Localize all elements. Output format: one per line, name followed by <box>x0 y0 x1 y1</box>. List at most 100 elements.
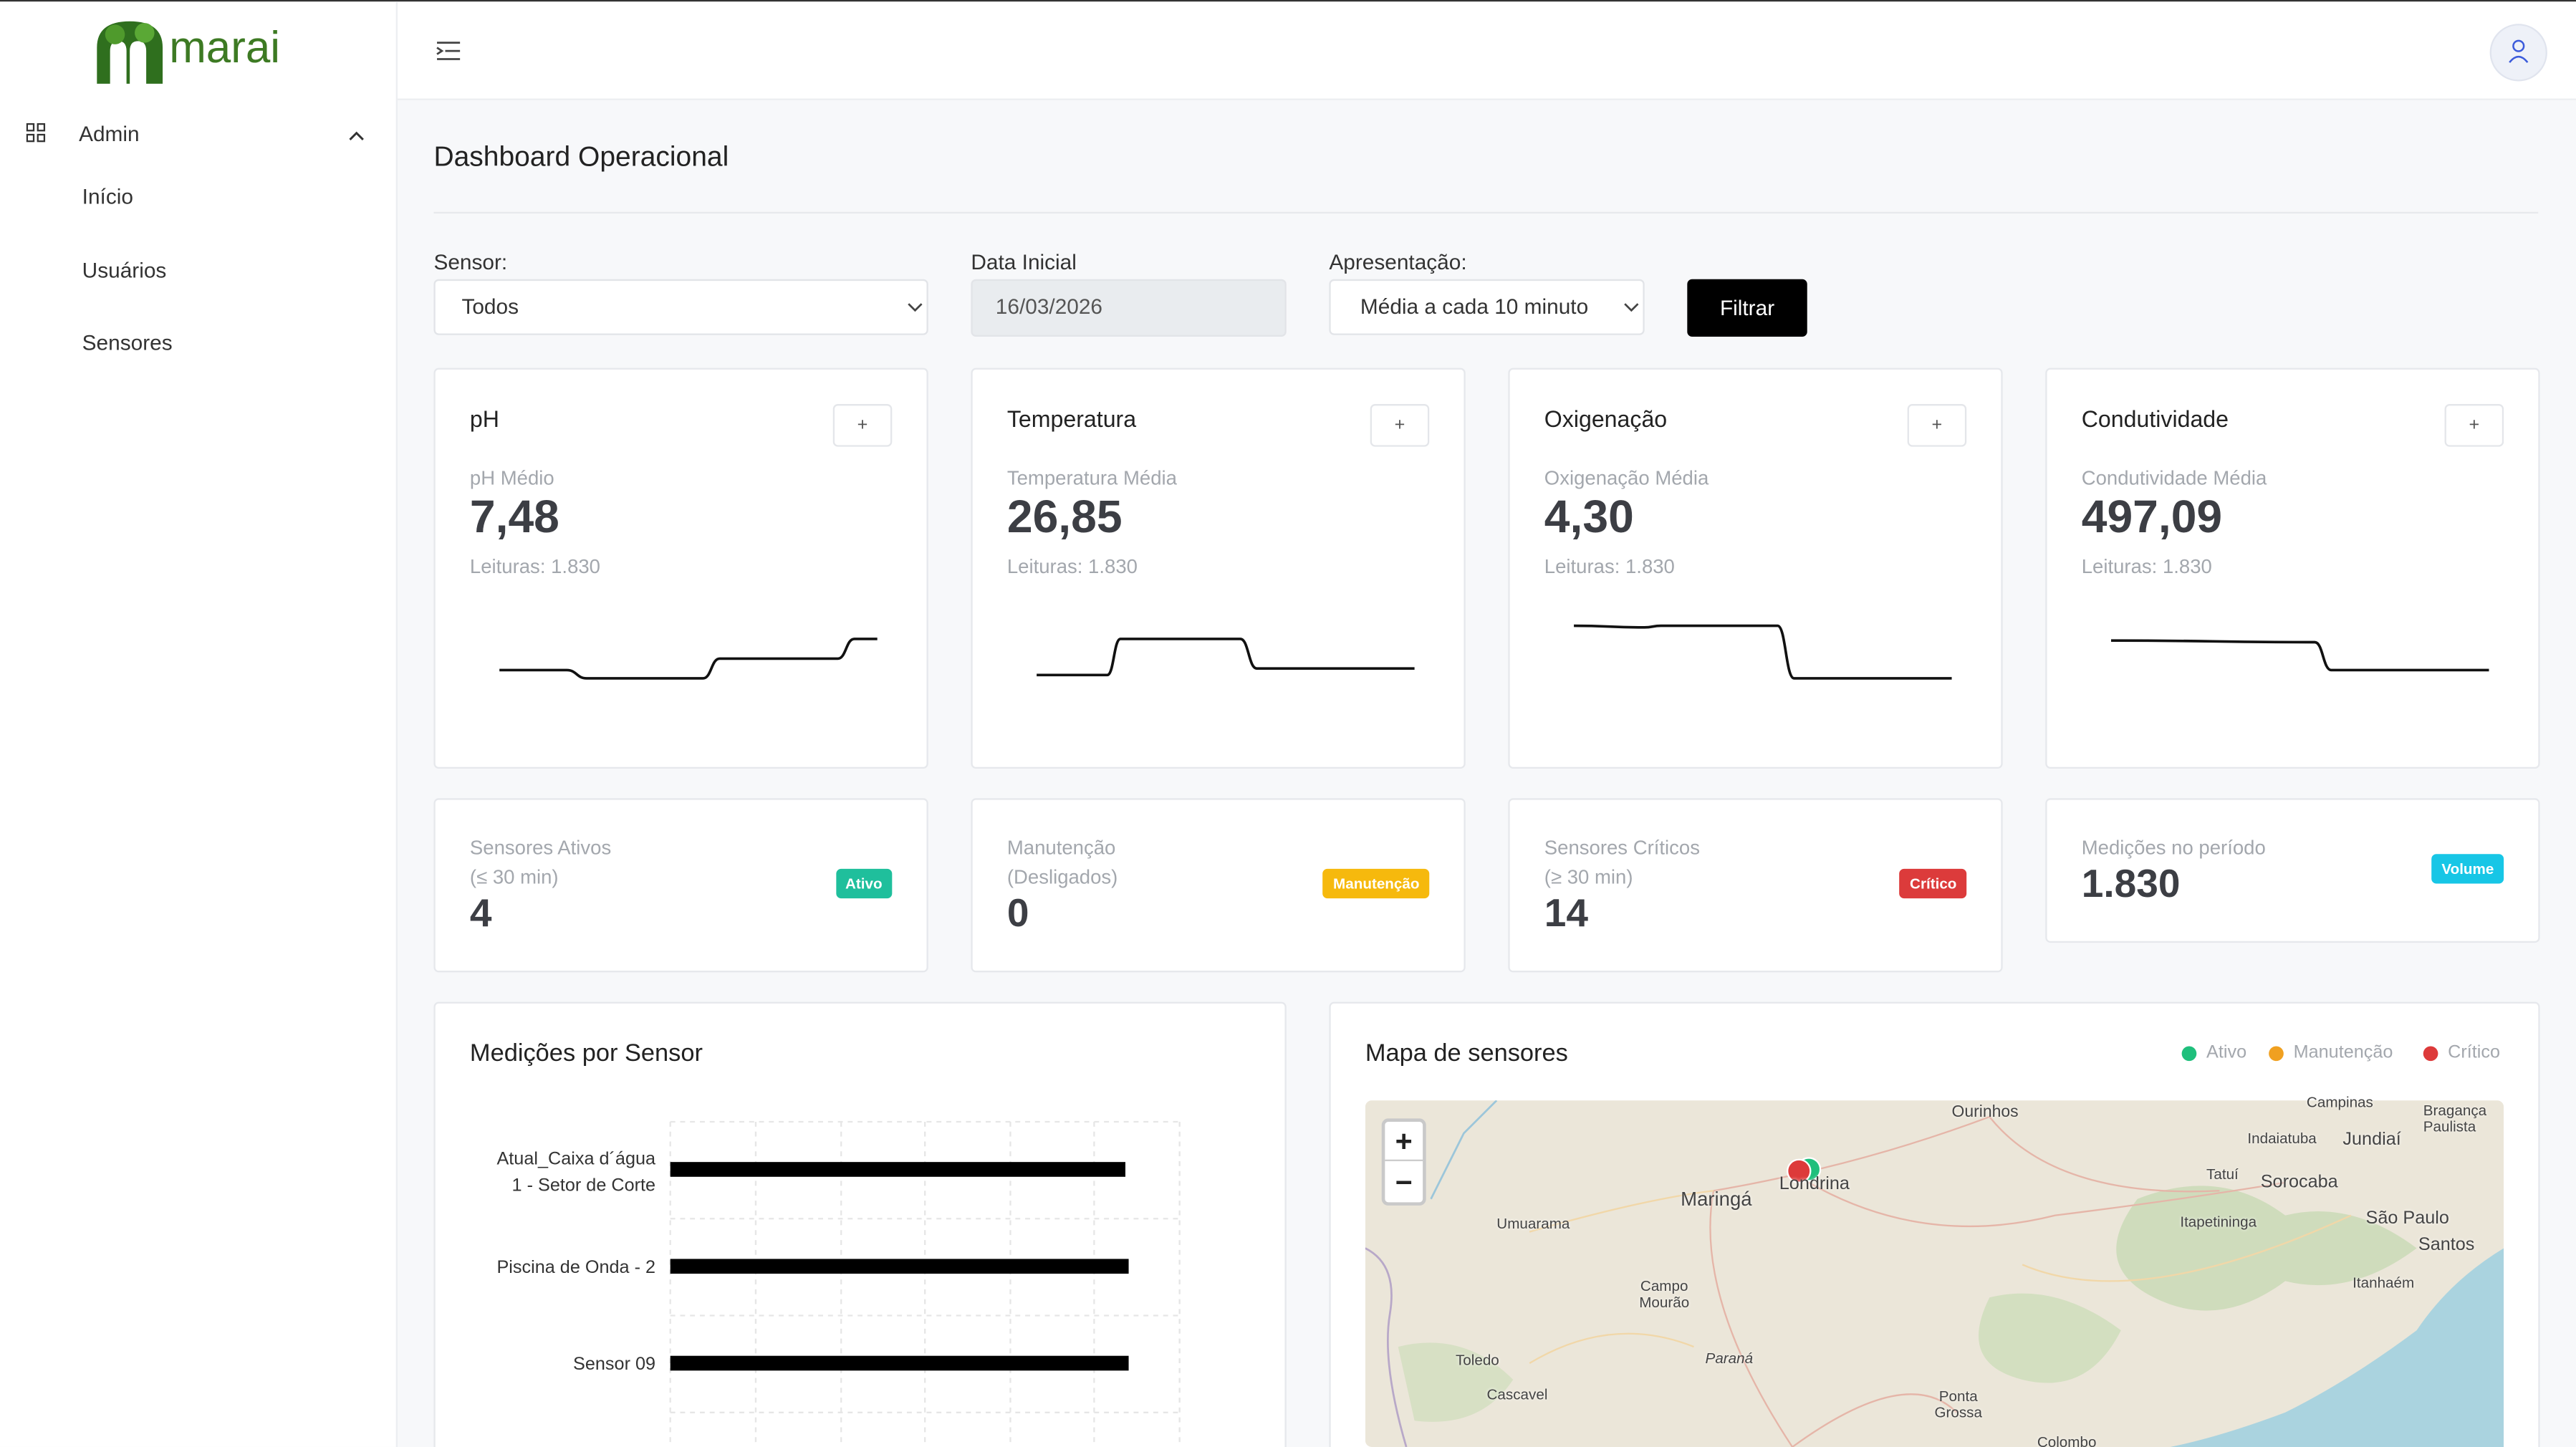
zoom-out[interactable]: − <box>1395 1165 1413 1199</box>
sensor-marker <box>1787 1158 1812 1183</box>
menu-item[interactable]: Início <box>82 183 133 209</box>
user-avatar[interactable] <box>2489 23 2549 82</box>
sparkline <box>499 638 878 680</box>
card-label: Oxigenação Média <box>1544 466 1709 490</box>
sidebar <box>0 1 398 1447</box>
sparkline <box>1574 624 1952 680</box>
sparkline-path <box>1037 638 1415 677</box>
status-value: 14 <box>1544 891 1589 936</box>
filter-label: Data Inicial <box>971 249 1077 274</box>
map-place: Jundiaí <box>2342 1130 2401 1150</box>
card-readings: Leituras: 1.830 <box>469 554 600 579</box>
legend-dot <box>2181 1046 2197 1062</box>
status-label: Medições no período <box>2081 836 2266 860</box>
header-bar <box>398 1 2576 100</box>
sensor-select[interactable]: Todos <box>433 279 928 335</box>
status-badge: Manutenção <box>1323 868 1430 899</box>
map-place: Toledo <box>1455 1351 1499 1368</box>
map-place: Santos <box>2418 1235 2475 1255</box>
map-place: Tatuí <box>2206 1165 2239 1183</box>
card-title: pH <box>469 405 499 433</box>
map-place: Maringá <box>1681 1187 1752 1211</box>
legend-label: Manutenção <box>2293 1042 2393 1063</box>
bar-panel <box>433 1001 1287 1447</box>
legend-label: Ativo <box>2206 1042 2247 1063</box>
expand-button[interactable]: + <box>2444 404 2504 447</box>
status-sub: (≤ 30 min) <box>469 865 559 889</box>
panel-title: Mapa de sensores <box>1365 1039 1568 1068</box>
status-label: Manutenção <box>1006 836 1116 860</box>
legend-dot <box>2423 1046 2438 1062</box>
map-place: Umuarama <box>1496 1215 1570 1232</box>
card-title: Temperatura <box>1006 405 1137 433</box>
bar-label: Piscina de Onda - 2 <box>496 1258 656 1278</box>
card-title: Oxigenação <box>1544 405 1668 433</box>
legend-label: Crítico <box>2448 1042 2501 1063</box>
bar-label: Sensor 09 <box>573 1355 656 1375</box>
map[interactable] <box>1365 1100 2504 1447</box>
map-place: Ponta Grossa <box>1934 1388 1982 1421</box>
status-badge: Ativo <box>835 868 893 899</box>
menu-item[interactable]: Usuários <box>82 256 167 282</box>
top-border <box>0 0 2576 2</box>
map-place: Itapetininga <box>2180 1213 2257 1231</box>
grid-icon <box>26 122 46 143</box>
map-place: Paraná <box>1705 1350 1754 1367</box>
filter-label: Sensor: <box>433 249 508 274</box>
card-title: Condutividade <box>2081 405 2229 433</box>
expand-button[interactable]: + <box>1907 404 1967 447</box>
status-sub: (≥ 30 min) <box>1544 865 1633 889</box>
bar <box>670 1355 1129 1371</box>
card-label: pH Médio <box>469 466 554 490</box>
bar-label: Atual_Caixa d´água 1 - Setor de Corte <box>496 1149 656 1196</box>
map-place: Itanhaém <box>2352 1274 2415 1292</box>
card-label: Temperatura Média <box>1006 466 1177 490</box>
logo-icon <box>97 21 163 84</box>
card-label: Condutividade Média <box>2081 466 2267 490</box>
chevron-up[interactable] <box>348 130 365 143</box>
legend-dot <box>2269 1046 2284 1062</box>
expand-button[interactable]: + <box>832 404 893 447</box>
map-place: Campo Mourão <box>1639 1277 1690 1311</box>
card-value: 4,30 <box>1544 491 1634 542</box>
expand-button[interactable]: + <box>1370 404 1430 447</box>
panel-title: Medições por Sensor <box>469 1039 703 1068</box>
filter-button[interactable]: Filtrar <box>1687 279 1807 337</box>
map-place: Cascavel <box>1486 1386 1548 1403</box>
sidebar-section[interactable]: Admin <box>79 121 140 147</box>
map-place: Campinas <box>2306 1094 2373 1110</box>
status-value: 1.830 <box>2081 862 2181 907</box>
status-sub: (Desligados) <box>1006 865 1118 889</box>
zoom-in[interactable]: + <box>1385 1122 1423 1162</box>
map-place: São Paulo <box>2365 1208 2449 1229</box>
status-value: 4 <box>469 891 492 936</box>
status-badge: Volume <box>2431 854 2504 884</box>
map-place: Indaiatuba <box>2247 1130 2317 1147</box>
status-badge: Crítico <box>1900 868 1967 899</box>
zoom-control <box>1381 1118 1426 1206</box>
status-label: Sensores Críticos <box>1544 836 1700 860</box>
card-readings: Leituras: 1.830 <box>1006 554 1138 579</box>
map-place: Colombo <box>2037 1433 2097 1447</box>
sparkline-path <box>499 638 878 680</box>
bar <box>670 1162 1125 1177</box>
sparkline <box>1037 638 1415 677</box>
divider <box>433 211 2539 214</box>
date-input[interactable]: 16/03/2026 <box>971 279 1287 337</box>
status-label: Sensores Ativos <box>469 836 612 860</box>
sparkline-path <box>2111 639 2489 672</box>
logo-text: marai <box>169 23 281 72</box>
card-readings: Leituras: 1.830 <box>2081 554 2212 579</box>
page-title: Dashboard Operacional <box>433 141 729 173</box>
menu-item[interactable]: Sensores <box>82 330 173 355</box>
card-value: 26,85 <box>1006 491 1123 542</box>
bar-chart <box>669 1120 1181 1447</box>
chevron-down <box>1624 303 1639 312</box>
map-place: Ourinhos <box>1951 1103 2019 1122</box>
status-value: 0 <box>1006 891 1029 936</box>
bar <box>670 1259 1129 1274</box>
menu-toggle[interactable] <box>436 39 462 62</box>
filter-label: Apresentação: <box>1329 249 1467 274</box>
mode-select[interactable]: Média a cada 10 minuto <box>1329 279 1645 335</box>
